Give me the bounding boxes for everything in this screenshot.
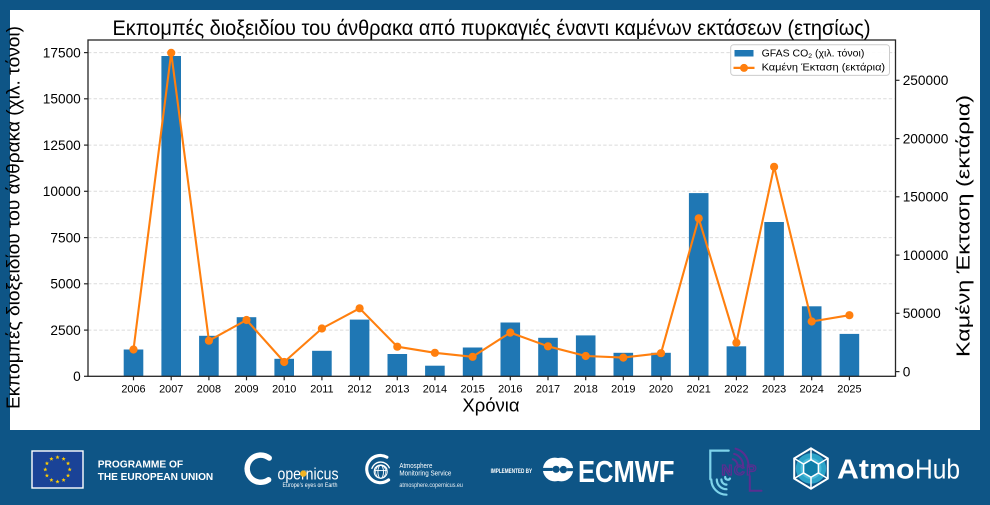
svg-text:2023: 2023 xyxy=(762,384,786,396)
svg-text:150000: 150000 xyxy=(903,190,949,205)
svg-text:THE EUROPEAN UNION: THE EUROPEAN UNION xyxy=(98,472,214,483)
svg-text:2007: 2007 xyxy=(159,384,183,396)
svg-text:2024: 2024 xyxy=(800,384,824,396)
svg-text:2012: 2012 xyxy=(347,384,371,396)
svg-text:2015: 2015 xyxy=(460,384,484,396)
svg-text:2008: 2008 xyxy=(197,384,221,396)
svg-text:2017: 2017 xyxy=(536,384,560,396)
svg-text:10000: 10000 xyxy=(43,184,81,199)
svg-text:PROGRAMME OF: PROGRAMME OF xyxy=(98,460,183,471)
svg-text:2022: 2022 xyxy=(724,384,748,396)
svg-text:2016: 2016 xyxy=(498,384,522,396)
svg-text:2009: 2009 xyxy=(234,384,258,396)
svg-text:2020: 2020 xyxy=(649,384,673,396)
svg-text:2025: 2025 xyxy=(837,384,861,396)
svg-text:Χρόνια: Χρόνια xyxy=(462,395,520,416)
svg-text:100000: 100000 xyxy=(903,248,949,263)
svg-text:2019: 2019 xyxy=(611,384,635,396)
svg-text:Hub: Hub xyxy=(915,453,960,484)
svg-text:7500: 7500 xyxy=(50,230,81,245)
svg-text:Καμένη Έκταση (εκτάρια): Καμένη Έκταση (εκτάρια) xyxy=(762,61,886,73)
svg-text:Καμένη Έκταση (εκτάρια): Καμένη Έκταση (εκτάρια) xyxy=(953,95,974,357)
svg-text:NCP: NCP xyxy=(722,462,758,479)
svg-text:2014: 2014 xyxy=(423,384,447,396)
svg-text:ECMWF: ECMWF xyxy=(578,455,675,489)
svg-text:2013: 2013 xyxy=(385,384,409,396)
svg-text:2018: 2018 xyxy=(574,384,598,396)
svg-text:atmosphere.copernicus.eu: atmosphere.copernicus.eu xyxy=(399,482,463,489)
svg-text:2006: 2006 xyxy=(121,384,145,396)
svg-text:Εκπομπές διοξειδίου του άνθρακ: Εκπομπές διοξειδίου του άνθρακα (χιλ. τό… xyxy=(3,26,24,409)
svg-text:0: 0 xyxy=(73,369,81,384)
svg-text:GFAS CO2 (χιλ. τόνοι): GFAS CO2 (χιλ. τόνοι) xyxy=(762,47,865,60)
svg-text:12500: 12500 xyxy=(43,138,81,153)
svg-text:2010: 2010 xyxy=(272,384,296,396)
svg-text:250000: 250000 xyxy=(903,73,949,88)
svg-text:Atmosphere: Atmosphere xyxy=(399,461,432,470)
svg-text:2500: 2500 xyxy=(50,323,81,338)
svg-text:Monitoring Service: Monitoring Service xyxy=(399,469,451,478)
svg-text:200000: 200000 xyxy=(903,131,949,146)
svg-text:Atmo: Atmo xyxy=(837,453,915,484)
svg-text:IMPLEMENTED BY: IMPLEMENTED BY xyxy=(491,468,533,475)
svg-text:opernicus: opernicus xyxy=(278,466,339,484)
svg-text:2021: 2021 xyxy=(687,384,711,396)
svg-text:15000: 15000 xyxy=(43,92,81,107)
svg-text:Europe’s eyes on Earth: Europe’s eyes on Earth xyxy=(283,482,338,489)
svg-text:50000: 50000 xyxy=(903,306,941,321)
svg-text:0: 0 xyxy=(903,364,911,379)
svg-text:17500: 17500 xyxy=(43,45,81,60)
svg-text:5000: 5000 xyxy=(50,277,81,292)
svg-text:Εκπομπές διοξειδίου του άνθρακ: Εκπομπές διοξειδίου του άνθρακα από πυρκ… xyxy=(113,17,871,40)
svg-text:2011: 2011 xyxy=(310,384,333,396)
